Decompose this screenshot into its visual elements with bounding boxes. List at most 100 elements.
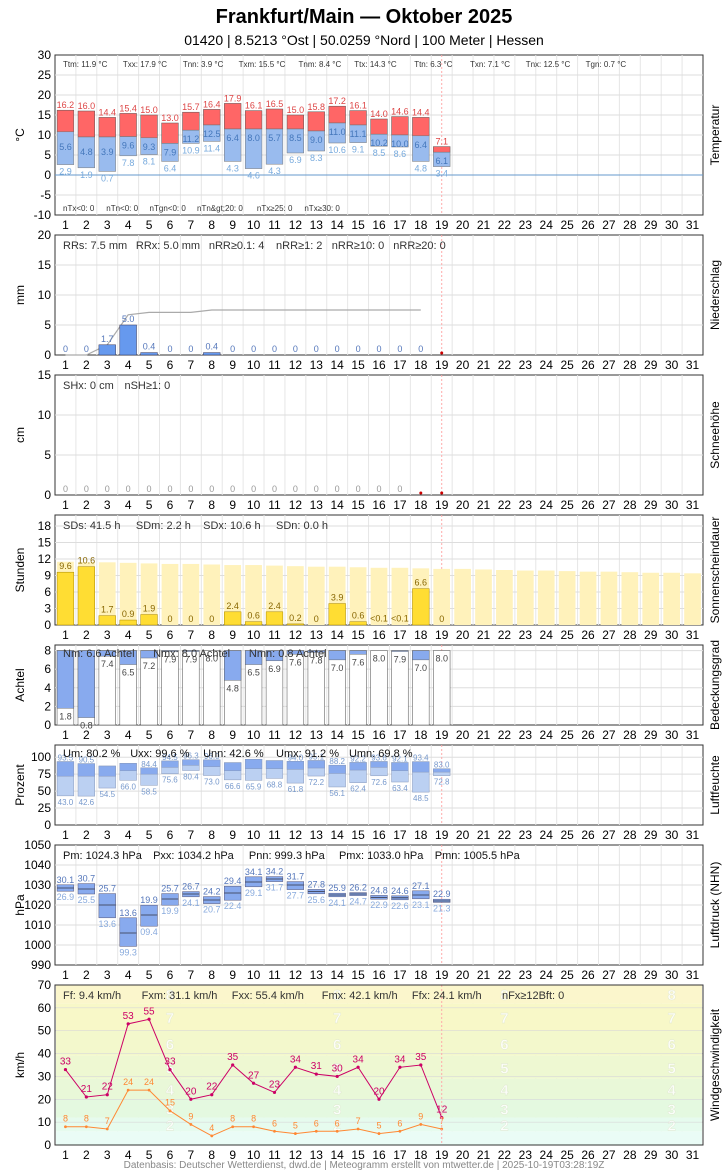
snow-x-tick: 10: [247, 498, 261, 512]
pressure-min-label: 22.9: [370, 900, 388, 910]
wind-gust-label: 27: [248, 1070, 260, 1081]
cloud-label: 1.8: [59, 711, 72, 721]
humidity-min-label: 73.0: [204, 778, 220, 787]
wind-gust-point: [377, 1097, 381, 1101]
snow-label: 0: [147, 484, 152, 494]
tmin-bar: [140, 137, 158, 155]
sun-bar: [140, 614, 158, 626]
wind-x-tick: 18: [414, 1148, 428, 1162]
tmax-label: 17.2: [328, 96, 346, 106]
cloud-label: 7.2: [143, 661, 156, 671]
sun-label: 0.9: [122, 609, 135, 619]
sunshine-x-tick: 25: [560, 628, 574, 642]
cloud-bar: [77, 650, 95, 718]
sun-label: 1.7: [101, 605, 114, 615]
tmin-label: 4.6: [247, 171, 260, 181]
sun-possible-bar: [391, 567, 409, 625]
tmean-label: 12.5: [203, 129, 221, 139]
pressure-x-tick: 31: [686, 968, 700, 982]
cloud-bar: [161, 650, 179, 652]
pressure-side-label: Luftdruck (NHN): [708, 862, 722, 949]
tmax-bar: [433, 146, 451, 153]
pressure-x-tick: 10: [247, 968, 261, 982]
sunshine-x-tick: 10: [247, 628, 261, 642]
cloud_cover-x-tick: 4: [125, 728, 132, 742]
cloud-label: 6.5: [122, 668, 135, 678]
wind-gust-label: 21: [81, 1084, 93, 1095]
cloud_cover-x-tick: 12: [289, 728, 303, 742]
humidity-upper-bar: [56, 761, 75, 777]
humidity-x-tick: 15: [351, 828, 365, 842]
snow-x-tick: 6: [167, 498, 174, 512]
temperature-x-tick: 4: [125, 218, 132, 232]
sunshine-x-tick: 11: [268, 628, 281, 642]
temperature-x-tick: 26: [581, 218, 595, 232]
humidity-upper-bar: [265, 760, 284, 769]
wind-gust-label: 55: [144, 1006, 156, 1017]
tmax-bar: [244, 110, 263, 130]
tmax-label: 16.1: [349, 101, 367, 111]
snow-x-tick: 3: [104, 498, 111, 512]
precipitation-x-tick: 22: [498, 358, 512, 372]
precip-label: 0: [272, 344, 277, 354]
sun-label: 0.2: [289, 613, 302, 623]
cloud_cover-x-tick: 7: [188, 728, 195, 742]
cloud_cover-x-tick: 17: [393, 728, 407, 742]
snow-y-tick: 5: [44, 448, 51, 462]
pressure-x-tick: 7: [188, 968, 195, 982]
pressure-x-tick: 16: [372, 968, 386, 982]
cloud-bar: [265, 650, 284, 662]
sunshine-x-tick: 16: [372, 628, 386, 642]
wind-stat: Ffx: 24.1 km/h: [412, 990, 482, 1002]
temperature-y-tick: -10: [34, 208, 52, 222]
tmin-bar: [98, 136, 116, 172]
humidity-min-label: 72.6: [371, 778, 387, 787]
humidity-x-tick: 6: [167, 828, 174, 842]
pressure-max-label: 30.7: [78, 874, 96, 884]
wind-y-tick: 70: [38, 978, 52, 992]
tmax-label: 14.0: [370, 109, 388, 119]
temperature-stat-bottom: nTgn<0: 0: [150, 204, 187, 213]
sun-stat: SDn: 0.0 h: [276, 520, 328, 532]
sunshine-x-tick: 6: [167, 628, 174, 642]
wind-x-tick: 19: [435, 1148, 449, 1162]
humidity-x-tick: 10: [247, 828, 261, 842]
precip-label: 0: [167, 344, 172, 354]
sunshine-x-tick: 8: [208, 628, 215, 642]
tmax-bar: [307, 111, 325, 132]
beaufort-number: 2: [667, 1117, 675, 1134]
sun-label: 9.6: [59, 561, 72, 571]
humidity-ylabel: Prozent: [13, 764, 27, 806]
humidity-x-tick: 8: [208, 828, 215, 842]
temperature-x-tick: 15: [351, 218, 365, 232]
cloud_cover-y-tick: 2: [44, 699, 51, 713]
humidity-x-tick: 11: [268, 828, 281, 842]
sun-bar: [56, 571, 75, 626]
humidity-x-tick: 5: [146, 828, 153, 842]
pressure-max-label: 27.8: [308, 879, 326, 889]
beaufort-number: 2: [166, 1117, 174, 1134]
precipitation-x-tick: 31: [686, 358, 700, 372]
tmax-bar: [77, 110, 95, 138]
beaufort-band: [56, 1055, 702, 1079]
wind-x-tick: 13: [310, 1148, 324, 1162]
humidity-upper-bar: [224, 762, 242, 772]
precip-stat: RRx: 5.0 mm: [136, 240, 200, 252]
sun-bar: [77, 566, 95, 626]
humidity-x-tick: 22: [498, 828, 512, 842]
pressure-x-tick: 12: [289, 968, 303, 982]
wind-gust-label: 30: [332, 1063, 344, 1074]
tmax-bar: [412, 117, 430, 137]
tmin-bar: [182, 129, 200, 144]
temperature-x-tick: 8: [208, 218, 215, 232]
temperature-x-tick: 20: [456, 218, 470, 232]
snow-label: 0: [105, 484, 110, 494]
sunshine-y-tick: 12: [38, 552, 52, 566]
pressure-min-label: 29.1: [245, 888, 263, 898]
humidity-x-tick: 1: [62, 828, 69, 842]
humidity-upper-bar: [119, 763, 137, 772]
cloud-bar: [245, 650, 263, 665]
cloud_cover-y-tick: 6: [44, 662, 51, 676]
precipitation-x-tick: 3: [104, 358, 111, 372]
